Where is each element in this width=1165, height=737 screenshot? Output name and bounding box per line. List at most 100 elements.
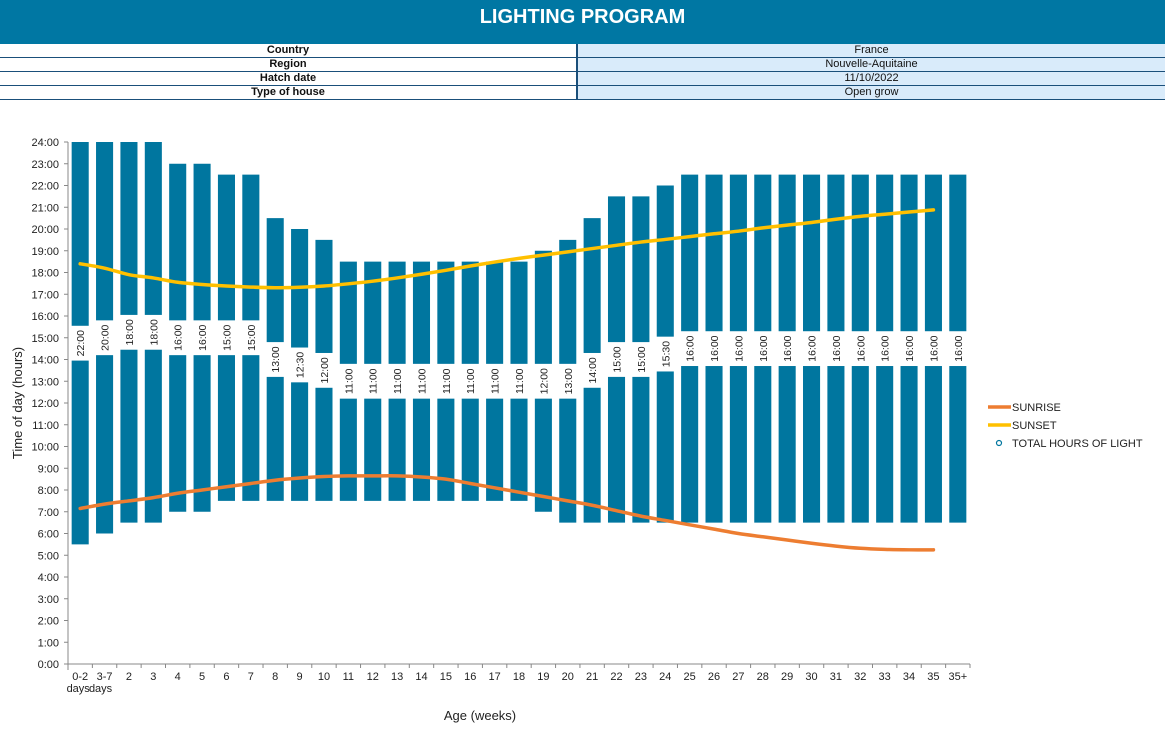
data-label: 11:00	[416, 368, 428, 394]
light-bar-lower	[291, 382, 309, 501]
data-label: 16:00	[782, 335, 794, 361]
light-bar-upper	[120, 142, 138, 315]
light-bar-lower	[120, 349, 138, 523]
light-bar-upper	[900, 174, 918, 332]
data-label-box	[535, 364, 552, 399]
info-value[interactable]: France	[577, 44, 1165, 58]
info-value[interactable]: 11/10/2022	[577, 71, 1165, 86]
data-label: 16:00	[904, 335, 916, 361]
info-row-region: Region Nouvelle-Aquitaine	[0, 57, 1165, 72]
light-bar-upper	[949, 174, 967, 332]
light-bar-upper	[705, 174, 723, 332]
light-bar-lower	[827, 366, 845, 523]
x-tick-label: 35	[927, 671, 939, 683]
light-bar-upper	[827, 174, 845, 332]
x-tick-label: 22	[610, 671, 622, 683]
light-bar-lower	[851, 366, 869, 523]
data-label-box	[901, 331, 918, 366]
data-label-box	[925, 331, 942, 366]
x-tick-label: 6	[223, 671, 229, 683]
x-tick-label: 13	[391, 671, 403, 683]
x-tick-label: 7	[248, 671, 254, 683]
light-bar-lower	[949, 366, 967, 523]
x-tick-label: 28	[757, 671, 769, 683]
x-tick-label: 26	[708, 671, 720, 683]
light-bar-lower	[681, 366, 699, 523]
data-label-box	[364, 364, 381, 399]
x-tick-label: 2	[126, 671, 132, 683]
data-label: 12:30	[295, 352, 307, 378]
data-label-box	[511, 364, 527, 399]
x-tick-label: 16	[464, 671, 476, 683]
x-tick-label: 27	[732, 671, 744, 683]
legend-total-hours-label: TOTAL HOURS OF LIGHT	[1012, 438, 1143, 450]
x-tick-label: 21	[586, 671, 598, 683]
data-label-box	[315, 353, 332, 388]
data-label-box	[389, 364, 406, 399]
data-label-box	[194, 320, 211, 355]
light-bar-lower	[900, 366, 918, 523]
y-tick-label: 24:00	[31, 137, 59, 149]
x-tick-label: 15	[440, 671, 452, 683]
data-label-box	[462, 364, 479, 399]
y-tick-label: 8:00	[38, 485, 59, 497]
light-bar-upper	[266, 218, 284, 343]
x-tick-label: 20	[562, 671, 574, 683]
y-tick-label: 11:00	[32, 420, 59, 432]
y-tick-label: 7:00	[38, 507, 59, 519]
data-label-box	[413, 364, 430, 399]
light-bar-lower	[461, 398, 479, 501]
data-label-box	[218, 320, 235, 355]
light-bar-upper	[71, 142, 89, 326]
light-bar-upper	[607, 196, 626, 343]
light-bar-lower	[193, 355, 211, 512]
x-tick-label: 32	[854, 671, 866, 683]
legend-total-hours-marker	[995, 439, 1003, 447]
data-label-box	[706, 331, 723, 366]
x-tick-label: 12	[367, 671, 379, 683]
y-tick-label: 6:00	[38, 529, 59, 541]
y-tick-label: 19:00	[31, 246, 59, 258]
y-tick-label: 5:00	[38, 550, 59, 562]
data-label: 15:00	[246, 324, 258, 350]
y-tick-label: 10:00	[31, 442, 59, 454]
data-label-box	[120, 315, 137, 350]
y-tick-label: 23:00	[31, 159, 59, 171]
info-value[interactable]: Nouvelle-Aquitaine	[577, 57, 1165, 72]
x-tick-label: 25	[684, 671, 696, 683]
light-bar-upper	[144, 142, 162, 315]
data-label: 16:00	[855, 335, 867, 361]
program-info-table: Country France Region Nouvelle-Aquitaine…	[0, 44, 1165, 100]
light-bar-upper	[437, 261, 455, 364]
light-bar-upper	[534, 250, 552, 364]
y-tick-label: 1:00	[38, 637, 59, 649]
info-value[interactable]: Open grow	[577, 85, 1165, 100]
data-label-box	[96, 320, 113, 355]
light-bar-lower	[217, 355, 235, 501]
info-row-house-type: Type of house Open grow	[0, 85, 1165, 100]
y-tick-label: 16:00	[31, 311, 59, 323]
data-label-box	[730, 331, 747, 366]
light-bar-lower	[96, 355, 114, 534]
light-bar-lower	[729, 366, 747, 523]
light-bar-upper	[193, 163, 211, 321]
light-bar-lower	[632, 376, 650, 523]
data-label-box	[267, 342, 284, 377]
sunrise-line	[78, 474, 936, 552]
light-bar-upper	[339, 261, 357, 364]
light-bar-lower	[242, 355, 260, 501]
x-tick-label: 30	[805, 671, 817, 683]
data-label: 16:00	[733, 335, 745, 361]
data-label-box	[681, 331, 698, 366]
x-tick-label: 17	[488, 671, 500, 683]
light-bar-lower	[705, 366, 723, 523]
x-tick-label: 3	[150, 671, 156, 683]
y-tick-label: 21:00	[31, 202, 59, 214]
light-bar-upper	[96, 142, 114, 321]
y-axis-title: Time of day (hours)	[10, 347, 25, 459]
light-bar-lower	[339, 398, 357, 501]
data-label-box	[145, 315, 162, 350]
light-bar-upper	[803, 174, 821, 332]
y-tick-label: 17:00	[31, 289, 59, 301]
